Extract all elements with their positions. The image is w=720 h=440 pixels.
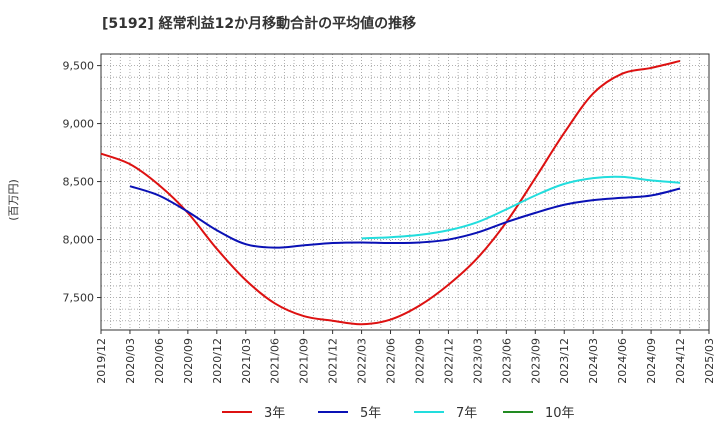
series-line-3 [361,175,681,240]
y-tick-label: 7,500 [63,292,95,305]
x-tick-label: 2021/12 [327,338,340,384]
chart-title: [5192] 経常利益12か月移動合計の平均値の推移 [102,15,416,32]
x-tick-label: 2022/09 [413,338,426,384]
series-lines [100,59,681,326]
y-tick-label: 8,500 [63,176,95,189]
x-tick-label: 2021/06 [269,338,282,384]
plot-area [100,53,710,331]
x-tick-label: 2020/06 [153,338,166,384]
y-axis-label: (百万円) [7,179,20,221]
y-axis: 7,500 8,000 8,500 9,000 9,500 [63,60,101,305]
x-tick-label: 2024/09 [645,338,658,384]
grid-lines [101,54,709,330]
series-line-1 [100,59,681,326]
x-tick-label: 2023/12 [558,338,571,384]
series-line-2 [129,185,681,249]
x-tick-label: 2022/12 [442,338,455,384]
legend-label-4: 10年 [545,406,575,421]
y-tick-label: 9,000 [63,118,95,131]
x-tick-label: 2023/06 [500,338,513,384]
x-tick-label: 2020/09 [182,338,195,384]
y-tick-label: 8,000 [63,234,95,247]
x-tick-label: 2025/03 [703,338,716,384]
legend: 3年 5年 7年 10年 [222,406,575,421]
x-tick-label: 2024/03 [587,338,600,384]
legend-label-2: 5年 [360,406,381,421]
x-tick-label: 2023/03 [471,338,484,384]
x-tick-label: 2024/12 [674,338,687,384]
legend-label-1: 3年 [264,406,285,421]
y-tick-label: 9,500 [63,60,95,73]
x-tick-label: 2022/06 [385,338,398,384]
x-axis: 2019/12 2020/03 2020/06 2020/09 2020/12 2021/… [95,330,716,384]
x-tick-label: 2021/09 [298,338,311,384]
x-tick-label: 2022/03 [356,338,369,384]
legend-label-3: 7年 [456,406,477,421]
x-tick-label: 2021/03 [240,338,253,384]
x-tick-label: 2023/09 [529,338,542,384]
x-tick-label: 2024/06 [616,338,629,384]
x-tick-label: 2020/03 [124,338,137,384]
x-tick-label: 2020/12 [211,338,224,384]
x-tick-label: 2019/12 [95,338,108,384]
